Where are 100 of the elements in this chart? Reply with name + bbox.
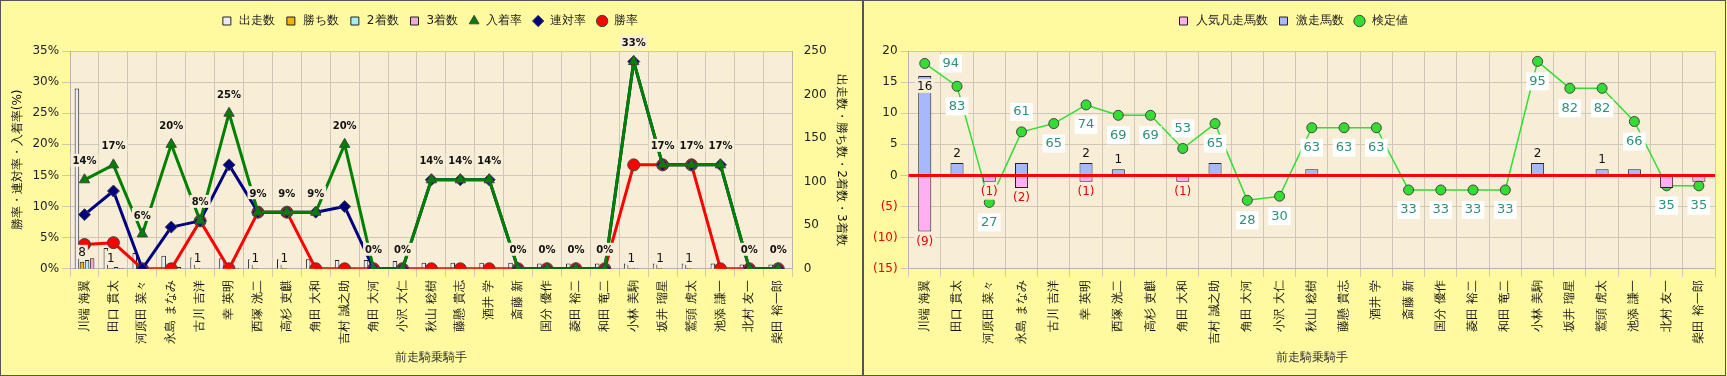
data-label: 14% (72, 155, 97, 167)
data-label: 28 (1239, 211, 1256, 227)
y2-tick-label: 50 (803, 217, 819, 232)
data-label: 20% (159, 119, 184, 131)
data-label: 1 (1114, 152, 1123, 167)
x-tick-label: 斎藤 新 (1400, 279, 1415, 320)
data-label: 82 (1561, 99, 1579, 115)
data-label: (2) (1013, 190, 1031, 205)
data-label: 6% (133, 209, 151, 221)
data-label: 82 (1593, 99, 1611, 115)
data-label: 83 (948, 97, 966, 113)
x-tick-label: 小林 美駒 (1529, 279, 1544, 332)
y-axis-title: 勝率・連対率・入着率(%) (10, 89, 25, 231)
y-tick-label: 0 (889, 167, 898, 182)
data-label: 1 (656, 251, 664, 266)
x-tick-label: 北村 友一 (1658, 279, 1673, 332)
data-label: 0% (365, 244, 383, 256)
x-tick-label: 柴田 裕一郎 (1691, 279, 1705, 344)
x-tick-label: 小林 美駒 (625, 279, 640, 332)
x-tick-label: 角田 大河 (365, 279, 380, 332)
y-tick-label: 15 (882, 74, 898, 89)
legend-label: 出走数 (238, 13, 275, 28)
legend-label: 連対率 (550, 13, 587, 28)
data-label: 0% (538, 244, 556, 256)
x-tick-label: 古川 吉洋 (1045, 279, 1060, 332)
x-tick-label: 菱田 裕二 (568, 279, 583, 332)
x-tick-label: 永島 まなみ (163, 279, 178, 344)
x-tick-label: 河原田 菜々 (981, 279, 996, 344)
data-label: 17% (708, 140, 733, 152)
data-label: (9) (916, 233, 934, 248)
x-tick-label: 和田 竜二 (1497, 279, 1512, 332)
data-label: 63 (1335, 139, 1353, 155)
data-label: 9% (307, 187, 325, 199)
y-tick-label: 5 (889, 136, 898, 151)
data-label: 35 (1690, 197, 1708, 213)
data-label: 33 (1400, 201, 1417, 217)
data-label: 69 (1110, 126, 1127, 142)
data-label: 65 (1206, 134, 1224, 150)
x-tick-label: 田口 貫太 (105, 279, 120, 332)
data-label: 27 (981, 213, 998, 229)
data-label: 1 (251, 251, 260, 266)
data-label: 69 (1142, 126, 1159, 142)
x-tick-label: 角田 大和 (307, 279, 322, 332)
x-tick-label: 高杉 吏麒 (278, 279, 293, 332)
x-tick-label: 古川 吉洋 (192, 279, 207, 332)
data-label: 95 (1529, 72, 1546, 88)
y2-tick-label: 100 (803, 173, 827, 188)
data-label: 65 (1045, 134, 1063, 150)
y2-tick-label: 0 (803, 260, 812, 275)
data-label: 17% (650, 140, 675, 152)
data-label: 16 (917, 79, 933, 94)
data-label: 20% (332, 119, 357, 131)
x-tick-label: 斎藤 新 (510, 279, 525, 320)
legend-label: 2着数 (366, 13, 399, 28)
x-tick-label: 国分 優作 (1432, 279, 1447, 332)
legend-label: 検定値 (1371, 13, 1408, 28)
legend-label: 3着数 (426, 13, 459, 28)
x-tick-label: 鷲頭 虎太 (1594, 279, 1609, 332)
y2-tick-label: 150 (803, 130, 827, 145)
data-label: 0% (567, 244, 585, 256)
data-label: 30 (1271, 207, 1288, 223)
x-axis-title: 前走騎乗騎手 (1275, 349, 1348, 364)
x-tick-label: 鷲頭 虎太 (683, 279, 698, 332)
data-label: 2 (1082, 146, 1090, 161)
data-label: 61 (1013, 103, 1030, 119)
y-tick-label: 0% (40, 260, 60, 275)
data-label: (1) (1077, 183, 1095, 198)
y-tick-label: 25% (32, 105, 60, 120)
legend-label: 勝率 (614, 13, 639, 28)
legend-label: 激走馬数 (1295, 13, 1344, 28)
data-label: 63 (1368, 139, 1385, 155)
data-label: 9% (278, 187, 296, 199)
data-label: 33 (1497, 201, 1514, 217)
data-label: 35 (1658, 197, 1675, 213)
x-axis-title: 前走騎乗騎手 (395, 349, 468, 364)
data-label: 14% (419, 155, 444, 167)
data-label: 66 (1626, 132, 1643, 148)
x-tick-label: 酒井 学 (481, 279, 496, 320)
x-tick-label: 国分 優作 (539, 279, 554, 332)
data-label: 94 (942, 54, 960, 70)
x-tick-label: 菱田 裕二 (1465, 279, 1480, 332)
y-tick-label: 35% (32, 43, 60, 58)
data-label: 33% (621, 37, 646, 49)
data-label: 0% (596, 244, 614, 256)
y-tick-label: 20 (882, 43, 898, 58)
data-label: 1 (627, 251, 636, 266)
data-label: 53 (1174, 119, 1192, 135)
x-tick-label: 和田 竜二 (596, 279, 611, 332)
x-tick-label: 小沢 大仁 (1271, 279, 1286, 332)
data-label: 2 (1533, 146, 1542, 161)
y2-tick-label: 250 (803, 43, 827, 58)
x-tick-label: 小沢 大仁 (394, 279, 409, 332)
data-label: 1 (193, 251, 202, 266)
x-tick-label: 酒井 学 (1368, 279, 1383, 320)
data-label: 8 (78, 244, 86, 259)
data-label: 0% (393, 244, 411, 256)
x-tick-label: 幸 英明 (1078, 279, 1093, 320)
x-tick-label: 川端 海翼 (916, 279, 931, 332)
x-tick-label: 角田 大河 (1239, 279, 1254, 332)
data-label: 0% (509, 244, 527, 256)
